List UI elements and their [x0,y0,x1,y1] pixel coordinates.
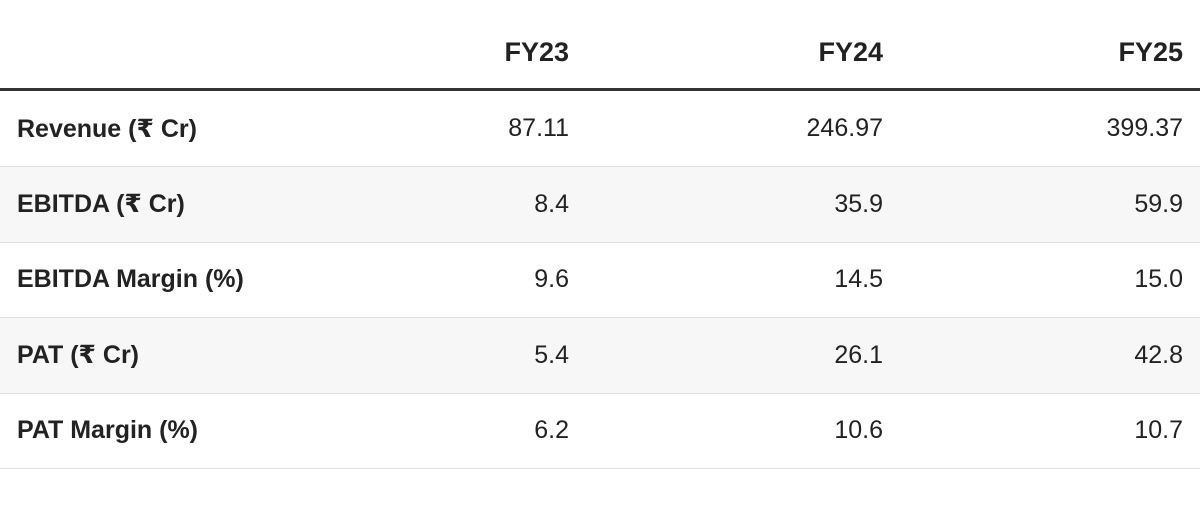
table-row: PAT Margin (%) 6.2 10.6 10.7 [0,393,1200,469]
row-label: PAT (₹ Cr) [17,341,140,369]
value-cell: 10.6 [834,416,883,444]
value-cell: 9.6 [534,265,569,293]
value-cell: 42.8 [1134,340,1183,369]
table-row: PAT (₹ Cr) 5.4 26.1 42.8 [0,317,1200,394]
value-cell: 8.4 [534,189,569,218]
row-label: EBITDA Margin (%) [17,265,244,293]
header-row: FY23 FY24 FY25 [0,0,1200,91]
value-cell: 15.0 [1134,265,1183,293]
table-row: Revenue (₹ Cr) 87.11 246.97 399.37 [0,91,1200,167]
row-label: Revenue (₹ Cr) [17,114,197,143]
table-row: EBITDA Margin (%) 9.6 14.5 15.0 [0,242,1200,318]
row-label: PAT Margin (%) [17,416,199,444]
row-label: EBITDA (₹ Cr) [17,190,185,218]
value-cell: 35.9 [834,189,883,218]
value-cell: 246.97 [806,114,883,142]
value-cell: 26.1 [834,340,883,369]
value-cell: 5.4 [534,340,569,369]
column-header: FY25 [1118,36,1183,67]
value-cell: 59.9 [1134,189,1183,218]
value-cell: 6.2 [534,416,569,444]
value-cell: 87.11 [508,114,569,142]
value-cell: 10.7 [1134,416,1183,444]
value-cell: 14.5 [834,265,883,293]
table-row: EBITDA (₹ Cr) 8.4 35.9 59.9 [0,166,1200,243]
column-header: FY24 [818,36,883,67]
value-cell: 399.37 [1106,114,1183,142]
column-header: FY23 [504,36,569,67]
